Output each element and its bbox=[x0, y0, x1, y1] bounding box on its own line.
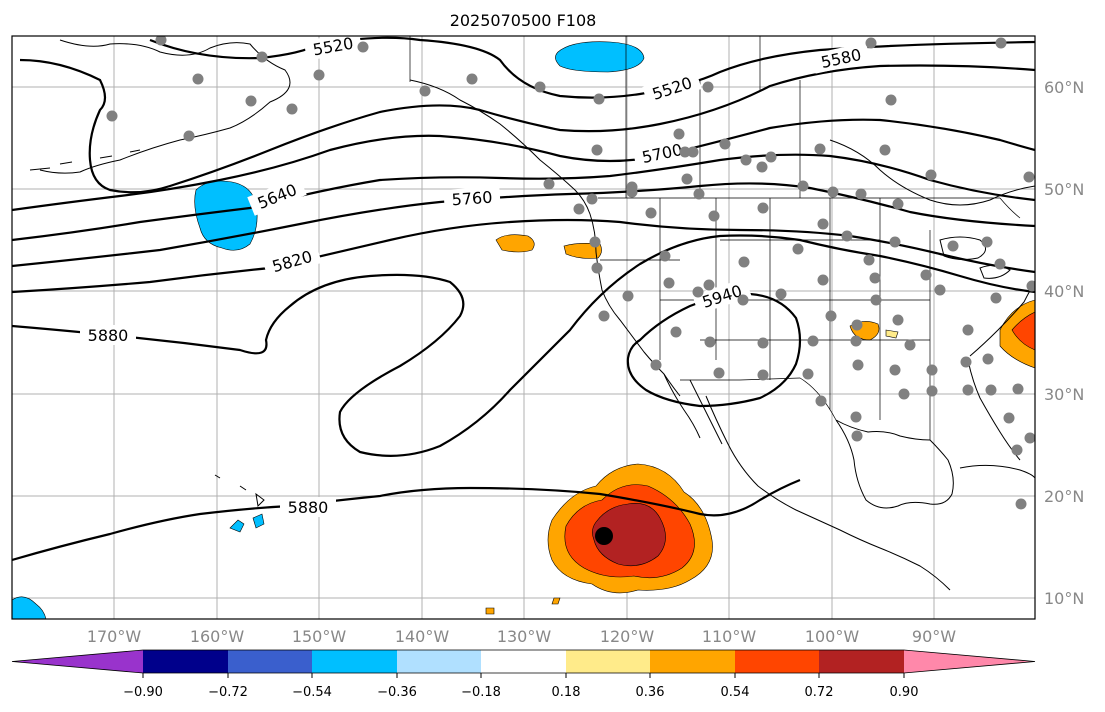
lon-label: 130°W bbox=[497, 627, 552, 646]
hawaii bbox=[214, 474, 265, 508]
aleutian-islands bbox=[29, 149, 141, 171]
lat-label: 30°N bbox=[1044, 385, 1084, 404]
map-frame bbox=[11, 35, 1036, 620]
negative-anomaly-northwest-canada bbox=[555, 41, 645, 73]
colorbar-tick-label: −0.36 bbox=[377, 685, 417, 700]
baja-california bbox=[663, 373, 723, 445]
us-mexico-border bbox=[680, 377, 837, 421]
colorbar-segments bbox=[11, 649, 1036, 678]
positive-anomaly-small-1 bbox=[485, 607, 495, 615]
contour-label: 5520 bbox=[311, 34, 354, 60]
colorbar-tick-label: 0.90 bbox=[890, 685, 919, 700]
contour-5700 bbox=[12, 153, 1035, 242]
negative-anomaly-hawaii-2 bbox=[252, 513, 265, 529]
contour-5880-south bbox=[12, 478, 801, 562]
contour-5820 bbox=[12, 218, 1035, 294]
colorbar-segment bbox=[143, 650, 228, 673]
contour-5580 bbox=[19, 58, 1035, 194]
gulf-coast bbox=[835, 419, 954, 509]
graticule bbox=[12, 36, 1035, 619]
contour-labels: 5520 5520 5580 5640 5700 5760 5820 5880 … bbox=[80, 34, 871, 517]
negative-anomaly-gulf-of-alaska bbox=[194, 180, 258, 251]
contour-5640 bbox=[12, 118, 1035, 212]
colorbar-extend-max bbox=[904, 650, 1035, 673]
colorbar-segment bbox=[228, 650, 312, 673]
colorbar-segment bbox=[819, 650, 904, 673]
positive-anomaly-small-yellow bbox=[885, 329, 899, 339]
colorbar-extend-min bbox=[12, 650, 143, 673]
positive-anomaly-east-coast-core bbox=[1011, 311, 1035, 351]
station-markers bbox=[106, 36, 1035, 510]
colorbar-segment bbox=[481, 650, 566, 673]
colorbar-tick-label: −0.18 bbox=[461, 685, 501, 700]
contour-5760 bbox=[12, 182, 1035, 268]
lon-label: 150°W bbox=[292, 627, 347, 646]
contour-label: 5760 bbox=[451, 188, 493, 210]
contour-label: 5880 bbox=[88, 326, 129, 345]
anomaly-shading bbox=[12, 41, 1035, 619]
colorbar-segment bbox=[566, 650, 650, 673]
colorbar-segment bbox=[735, 650, 819, 673]
lat-label: 40°N bbox=[1044, 282, 1084, 301]
colorbar-ticks: −0.90 −0.72 −0.54 −0.36 −0.18 0.18 0.36 … bbox=[123, 685, 918, 700]
negative-anomaly-hawaii-1 bbox=[229, 519, 245, 533]
colorbar-segment bbox=[650, 650, 735, 673]
mexico-pacific-coast bbox=[705, 395, 951, 591]
lon-label: 140°W bbox=[395, 627, 450, 646]
positive-anomaly-offshore-2 bbox=[563, 243, 602, 259]
positive-anomaly-small-2 bbox=[551, 597, 561, 605]
longitude-labels: 170°W 160°W 150°W 140°W 130°W 120°W 110°… bbox=[87, 627, 956, 646]
lon-label: 100°W bbox=[805, 627, 860, 646]
lon-label: 120°W bbox=[600, 627, 655, 646]
contour-label: 5880 bbox=[288, 498, 329, 517]
positive-anomaly-offshore-1 bbox=[495, 234, 535, 253]
latitude-labels: 60°N 50°N 40°N 30°N 20°N 10°N bbox=[1044, 78, 1084, 608]
colorbar-segment bbox=[397, 650, 481, 673]
lon-label: 110°W bbox=[702, 627, 757, 646]
alaska-coast bbox=[39, 39, 291, 174]
storm-center-marker bbox=[595, 527, 613, 545]
map-title: 2025070500 F108 bbox=[450, 11, 597, 30]
cuba bbox=[959, 464, 1035, 479]
us-canada-border bbox=[598, 197, 1021, 219]
map-content: 5520 5520 5580 5640 5700 5760 5820 5880 … bbox=[12, 34, 1035, 619]
lon-label: 90°W bbox=[912, 627, 956, 646]
coastlines bbox=[29, 39, 1035, 591]
colorbar-tick-label: 0.54 bbox=[721, 685, 750, 700]
colorbar-tick-label: −0.72 bbox=[208, 685, 248, 700]
positive-anomaly-storm-inner bbox=[592, 503, 666, 567]
negative-anomaly-sw-corner bbox=[12, 596, 47, 619]
colorbar-segment bbox=[312, 650, 397, 673]
colorbar-tick-label: −0.90 bbox=[123, 685, 163, 700]
lon-label: 160°W bbox=[190, 627, 245, 646]
colorbar-tick-label: 0.72 bbox=[805, 685, 834, 700]
colorbar: −0.90 −0.72 −0.54 −0.36 −0.18 0.18 0.36 … bbox=[11, 649, 1036, 700]
lat-label: 10°N bbox=[1044, 589, 1084, 608]
colorbar-tick-label: 0.36 bbox=[636, 685, 665, 700]
contour-5880-main bbox=[12, 234, 1035, 457]
lat-label: 20°N bbox=[1044, 487, 1084, 506]
colorbar-tick-label: −0.54 bbox=[292, 685, 332, 700]
lon-label: 170°W bbox=[87, 627, 142, 646]
lat-label: 50°N bbox=[1044, 180, 1084, 199]
bc-pacific-coast bbox=[409, 79, 681, 397]
lat-label: 60°N bbox=[1044, 78, 1084, 97]
canada-provinces bbox=[625, 36, 801, 198]
colorbar-tick-label: 0.18 bbox=[552, 685, 581, 700]
